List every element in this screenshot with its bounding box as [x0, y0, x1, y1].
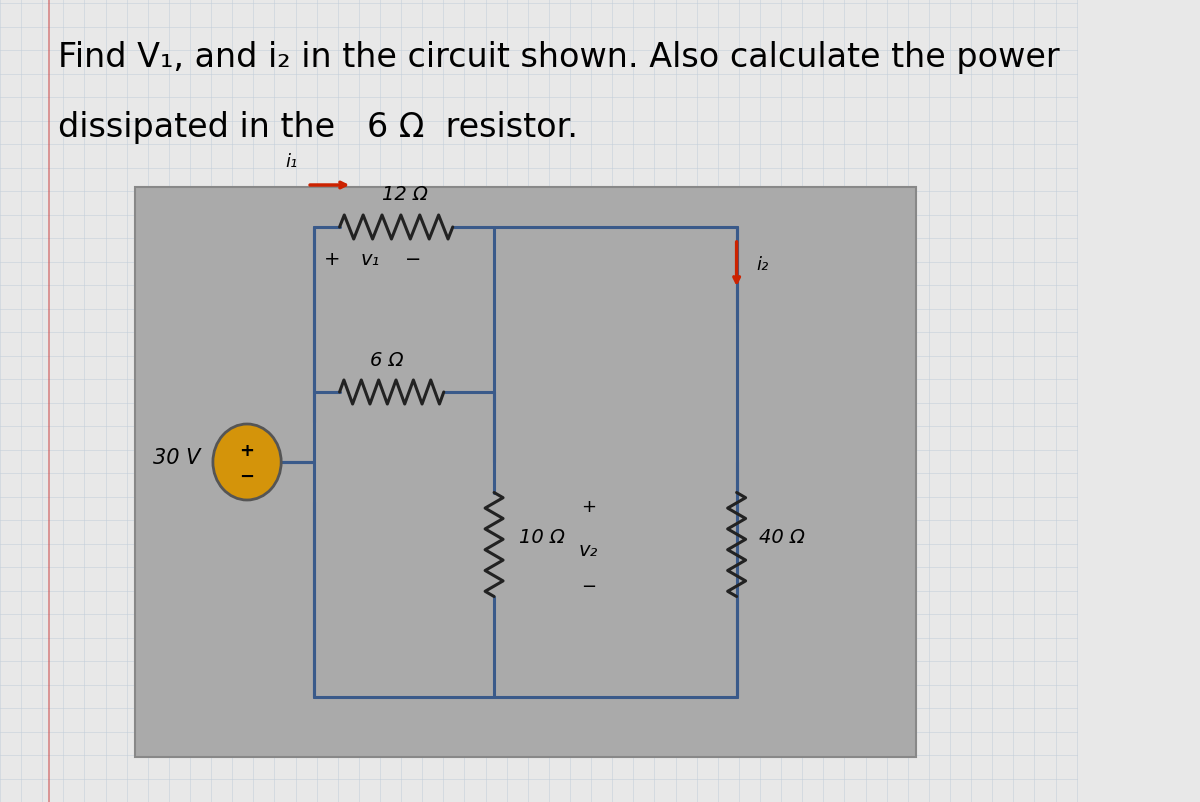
Text: 10 Ω: 10 Ω: [520, 528, 565, 546]
Text: 30 V: 30 V: [152, 448, 200, 468]
Text: −: −: [406, 250, 421, 269]
Text: Find V₁, and i₂ in the circuit shown. Also calculate the power: Find V₁, and i₂ in the circuit shown. Al…: [59, 42, 1060, 75]
Text: −: −: [240, 468, 254, 485]
Text: i₂: i₂: [756, 256, 769, 273]
Text: 12 Ω: 12 Ω: [383, 185, 428, 205]
Bar: [134, 188, 917, 757]
Text: −: −: [581, 577, 596, 596]
Text: +: +: [581, 498, 596, 516]
Text: v₂: v₂: [578, 541, 598, 559]
Text: +: +: [240, 441, 254, 460]
Text: +: +: [324, 250, 341, 269]
Text: dissipated in the   6 Ω  resistor.: dissipated in the 6 Ω resistor.: [59, 111, 578, 144]
Text: 40 Ω: 40 Ω: [760, 528, 805, 546]
Text: 6 Ω: 6 Ω: [371, 351, 404, 370]
Text: i₁: i₁: [284, 153, 298, 171]
Text: v₁: v₁: [360, 250, 380, 269]
Circle shape: [212, 424, 281, 500]
